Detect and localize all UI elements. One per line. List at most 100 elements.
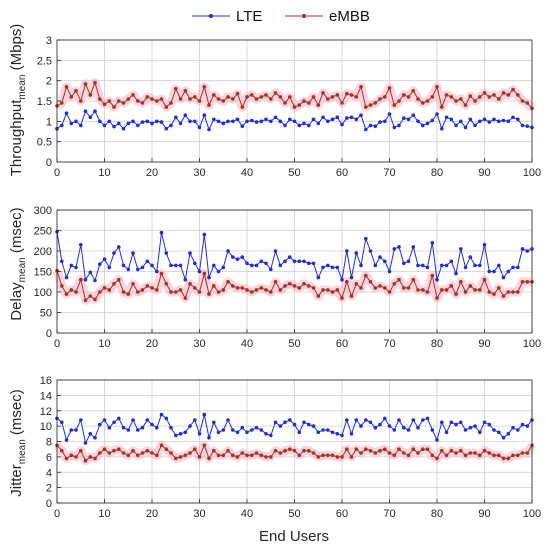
- throughput-lte-point: [364, 127, 368, 132]
- delay-embb-point: [117, 277, 121, 282]
- throughput-lte-point: [340, 122, 344, 127]
- delay-lte-point: [520, 247, 525, 251]
- throughput-y-tick-label: 0: [46, 157, 52, 169]
- delay-lte-point: [378, 255, 382, 259]
- jitter-lte-point: [235, 430, 240, 435]
- jitter-embb-point: [283, 448, 287, 453]
- delay-lte-point: [292, 259, 297, 264]
- x-axis-label: End Users: [259, 528, 329, 545]
- throughput-embb-point: [155, 99, 159, 103]
- delay-embb-point: [383, 286, 387, 290]
- throughput-x-tick-label: 70: [383, 167, 395, 179]
- jitter-lte-point: [93, 435, 97, 440]
- delay-embb-point: [497, 286, 501, 290]
- throughput-embb-point: [159, 97, 164, 101]
- jitter-lte-point: [145, 418, 150, 422]
- jitter-lte-point: [440, 420, 444, 425]
- throughput-lte-point: [79, 123, 83, 128]
- delay-lte-point: [254, 263, 259, 268]
- jitter-lte-point: [454, 422, 458, 427]
- jitter-embb-point: [145, 448, 150, 453]
- delay-embb-point: [444, 288, 449, 292]
- jitter-y-tick-label: 0: [46, 498, 52, 510]
- jitter-lte-point: [520, 422, 525, 427]
- delay-lte-point: [212, 263, 216, 268]
- jitter-lte-point: [383, 416, 387, 421]
- throughput-lte-point: [330, 117, 335, 122]
- jitter-embb-point: [330, 453, 335, 458]
- jitter-embb-point: [511, 453, 515, 458]
- throughput-embb-point: [259, 95, 264, 99]
- jitter-lte-point: [278, 424, 283, 428]
- jitter-embb-point: [392, 453, 397, 458]
- delay-lte-point: [121, 263, 126, 268]
- throughput-lte-point: [131, 119, 135, 124]
- delay-y-tick-label: 50: [40, 308, 52, 320]
- throughput-embb-point: [140, 101, 145, 105]
- jitter-embb-point: [169, 451, 173, 455]
- throughput-embb-point: [378, 97, 382, 101]
- throughput-lte-point: [321, 115, 325, 120]
- throughput-embb-point: [435, 85, 439, 89]
- throughput-embb-point: [245, 95, 249, 99]
- legend-embb-marker: [302, 14, 306, 18]
- jitter-embb-point: [136, 453, 140, 458]
- delay-lte-point: [250, 263, 254, 268]
- delay-lte-point: [459, 247, 463, 251]
- delay-embb-point: [254, 288, 259, 292]
- throughput-lte-point: [397, 123, 401, 128]
- jitter-embb-point: [79, 448, 83, 453]
- delay-embb-point: [292, 284, 297, 288]
- throughput-lte-point: [140, 120, 145, 124]
- delay-lte-point: [297, 259, 302, 264]
- jitter-x-tick-label: 20: [146, 508, 158, 520]
- delay-lte-point: [240, 255, 245, 259]
- delay-x-tick-label: 10: [98, 338, 110, 350]
- jitter-embb-point: [345, 447, 349, 452]
- delay-embb-point: [64, 292, 69, 296]
- jitter-lte-point: [169, 425, 173, 430]
- throughput-embb-point: [321, 91, 325, 95]
- jitter-x-tick-label: 90: [478, 508, 490, 520]
- throughput-lte-point: [335, 115, 340, 120]
- delay-lte-point: [335, 265, 340, 270]
- delay-embb-point: [202, 271, 207, 276]
- throughput-lte-point: [520, 123, 525, 128]
- jitter-lte-point: [245, 430, 249, 435]
- throughput-lte-point: [117, 121, 121, 126]
- throughput-embb-point: [64, 85, 69, 89]
- jitter-lte-point: [83, 441, 88, 445]
- jitter-embb-point: [340, 455, 344, 459]
- delay-lte-point: [83, 277, 88, 282]
- throughput-lte-point: [188, 119, 192, 124]
- jitter-embb-point: [506, 456, 511, 461]
- delay-x-tick-label: 80: [431, 338, 443, 350]
- throughput-embb-point: [69, 95, 74, 99]
- jitter-lte-point: [321, 428, 325, 432]
- delay-lte-point: [444, 263, 449, 268]
- jitter-embb-point: [368, 448, 373, 453]
- jitter-embb-point: [212, 448, 216, 453]
- throughput-embb-point: [183, 89, 188, 93]
- jitter-lte-point: [516, 428, 520, 432]
- jitter-lte-point: [473, 424, 477, 428]
- jitter-lte-point: [150, 422, 154, 427]
- delay-y-label: Delaymean (msec): [8, 207, 28, 320]
- delay-lte-point: [283, 259, 287, 264]
- delay-lte-point: [511, 265, 515, 270]
- throughput-embb-point: [202, 85, 207, 89]
- delay-embb-point: [250, 290, 254, 294]
- jitter-lte-point: [387, 424, 392, 428]
- jitter-embb-point: [117, 447, 121, 452]
- throughput-lte-point: [155, 119, 159, 124]
- jitter-embb-point: [150, 451, 154, 455]
- jitter-lte-point: [259, 428, 264, 432]
- throughput-embb-point: [525, 101, 530, 105]
- throughput-lte-point: [440, 126, 444, 131]
- throughput-lte-point: [307, 123, 311, 128]
- jitter-lte-point: [525, 424, 530, 428]
- delay-embb-point: [245, 288, 249, 292]
- jitter-y-tick-label: 16: [40, 375, 52, 387]
- delay-lte-point: [316, 275, 321, 280]
